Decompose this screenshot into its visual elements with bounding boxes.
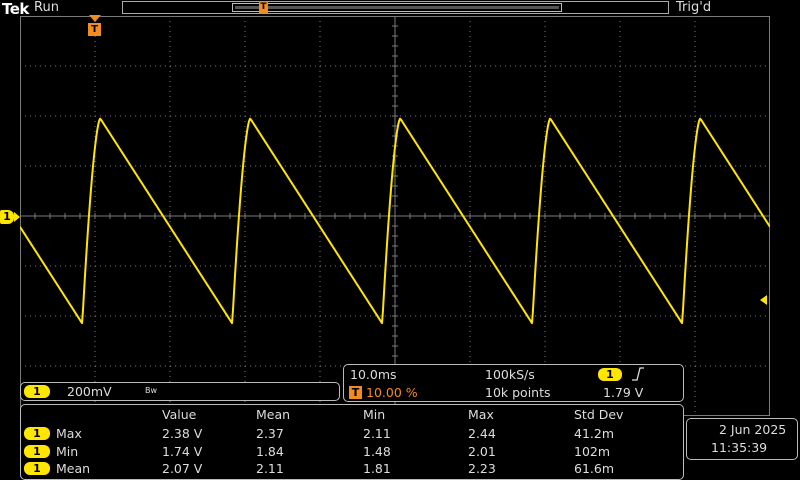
measurement-row-channel-badge: 1 (24, 427, 50, 440)
measurement-value: 2.38 V (162, 426, 203, 441)
record-view-window-fill (235, 6, 559, 9)
channel1-readout-panel[interactable]: 1 200mV Bw (20, 382, 340, 401)
channel1-scale: 200mV (67, 384, 112, 399)
time-per-division: 10.0ms (350, 367, 397, 382)
trigger-source-badge: 1 (598, 368, 622, 381)
graticule (20, 16, 770, 416)
datetime-panel[interactable]: 2 Jun 2025 11:35:39 (686, 418, 798, 460)
measurement-name[interactable]: Mean (56, 461, 91, 476)
measurement-row-channel-badge: 1 (24, 445, 50, 458)
measurement-max: 2.44 (468, 426, 496, 441)
column-header-value: Value (162, 407, 197, 422)
record-view-window[interactable] (232, 3, 562, 12)
column-header-std-dev: Std Dev (574, 407, 624, 422)
sample-rate: 100kS/s (485, 367, 535, 382)
brand-logo: Tek (2, 0, 29, 18)
timebase-trigger-panel[interactable]: 10.0ms 100kS/s 1 T 10.00 % 10k points 1.… (343, 364, 684, 402)
measurement-mean: 2.11 (256, 461, 284, 476)
channel1-offset-arrow-icon (14, 212, 20, 222)
measurement-name[interactable]: Max (56, 426, 82, 441)
measurement-row-channel-badge: 1 (24, 462, 50, 475)
date: 2 Jun 2025 (719, 422, 787, 437)
measurement-mean: 2.37 (256, 426, 284, 441)
channel1-waveform (20, 117, 770, 325)
acquisition-state[interactable]: Run (34, 0, 59, 15)
channel1-offset-marker[interactable]: 1 (0, 210, 14, 224)
top-status-bar: Tek Run T Trig'd (0, 0, 800, 18)
trigger-level-arrow-icon[interactable] (760, 295, 767, 305)
record-view-bar[interactable] (122, 1, 669, 14)
column-header-max: Max (468, 407, 494, 422)
measurement-max: 2.01 (468, 444, 496, 459)
measurement-min: 2.11 (363, 426, 391, 441)
trigger-position-arrow-icon (89, 15, 101, 22)
measurement-std-dev: 61.6m (574, 461, 615, 476)
trigger-position-percent: 10.00 % (366, 385, 418, 400)
trigger-status: Trig'd (676, 0, 712, 15)
record-length: 10k points (485, 385, 551, 400)
measurement-name[interactable]: Min (56, 444, 79, 459)
measurement-max: 2.23 (468, 461, 496, 476)
measurement-value: 1.74 V (162, 444, 203, 459)
measurement-value: 2.07 V (162, 461, 203, 476)
trigger-position-badge: T (349, 386, 362, 399)
channel1-badge: 1 (24, 385, 50, 398)
measurement-min: 1.48 (363, 444, 391, 459)
column-header-min: Min (363, 407, 386, 422)
measurements-panel[interactable]: Value Mean Min Max Std Dev 1 Max 2.38 V … (20, 404, 684, 480)
record-trigger-marker: T (259, 1, 268, 14)
column-header-mean: Mean (256, 407, 291, 422)
trigger-position-marker[interactable]: T (87, 15, 103, 36)
rising-edge-icon (632, 367, 644, 381)
trigger-position-label: T (88, 23, 101, 36)
bandwidth-limit-icon: Bw (145, 386, 158, 395)
time: 11:35:39 (711, 440, 768, 455)
measurement-min: 1.81 (363, 461, 391, 476)
trigger-level: 1.79 V (603, 385, 644, 400)
measurement-mean: 1.84 (256, 444, 284, 459)
measurement-std-dev: 102m (574, 444, 611, 459)
measurement-std-dev: 41.2m (574, 426, 615, 441)
grid-lines (20, 16, 770, 416)
